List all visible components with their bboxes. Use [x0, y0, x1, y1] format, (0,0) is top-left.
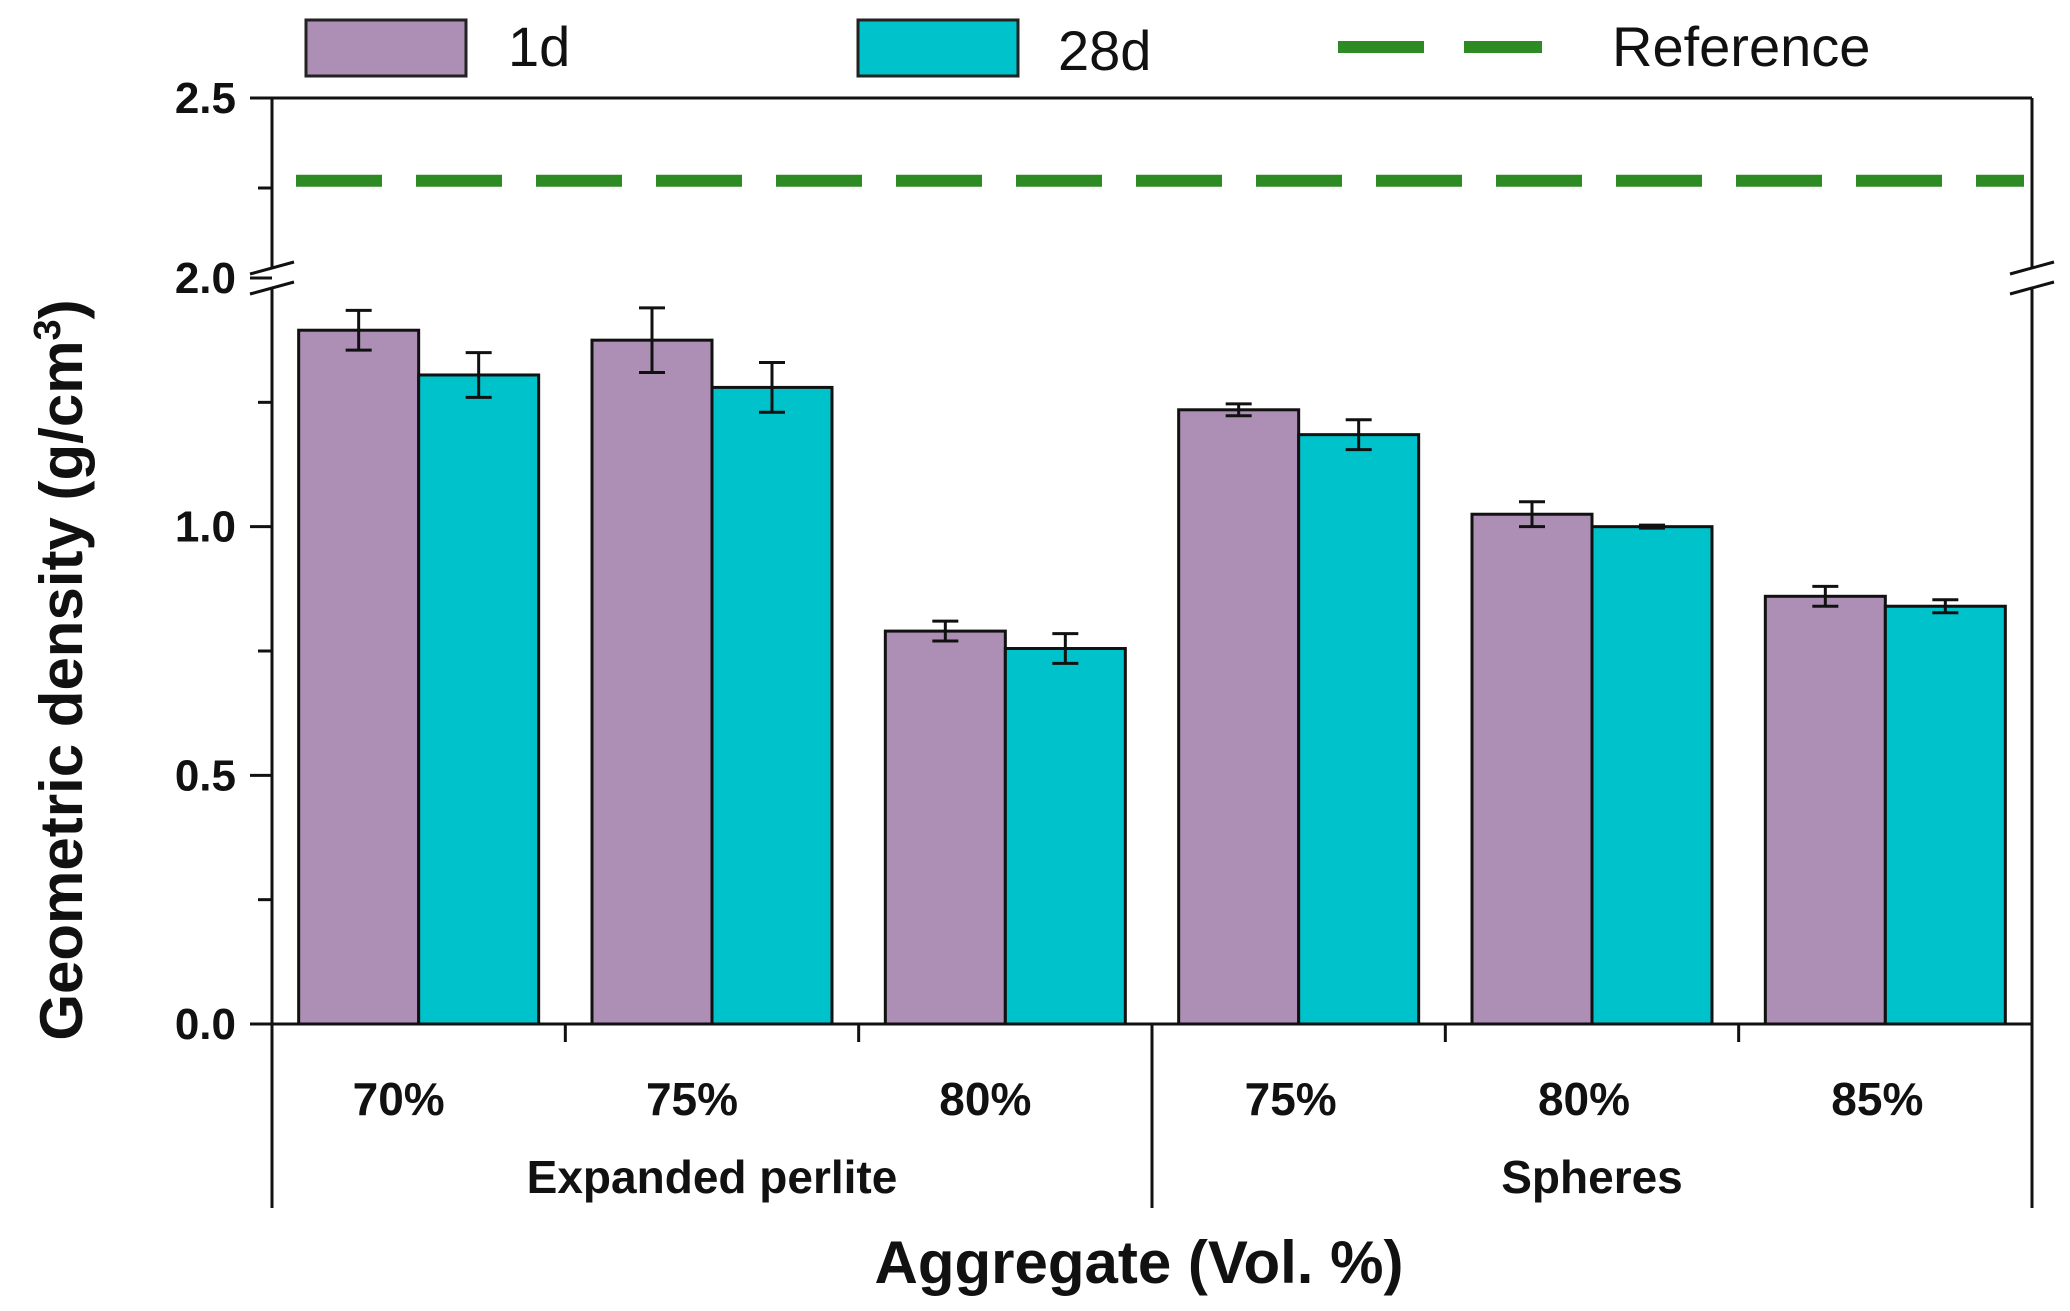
bar-28d-5 [1883, 604, 2007, 1026]
legend-swatch-28d [856, 18, 1020, 78]
error-bars [345, 306, 1959, 665]
x-group-labels: Expanded perlite Spheres [527, 1151, 1683, 1203]
bar-28d-1 [710, 385, 834, 1026]
y-axis-title: Geometric density (g/cm3) [27, 299, 95, 1040]
x-group-label: Expanded perlite [527, 1151, 898, 1203]
x-category-label: 75% [1245, 1073, 1337, 1125]
bar-1d-4 [1470, 512, 1594, 1026]
axes [249, 96, 2055, 1208]
bars [297, 328, 2007, 1026]
x-category-label: 80% [1538, 1073, 1630, 1125]
bar-28d-2 [1003, 647, 1127, 1026]
axis-break-mark [2009, 280, 2055, 296]
bar-28d-3 [1297, 433, 1421, 1026]
x-group-label: Spheres [1501, 1151, 1683, 1203]
legend-label-reference: Reference [1612, 15, 1870, 78]
axis-break-mark [2009, 260, 2055, 276]
y-tick-label: 1.0 [175, 503, 236, 552]
bar-1d-1 [590, 338, 714, 1026]
y-axis-title-main: Geometric density (g/cm [28, 340, 95, 1040]
bar-1d-2 [883, 629, 1007, 1026]
legend-label-1d: 1d [508, 15, 570, 78]
x-category-label: 85% [1831, 1073, 1923, 1125]
x-category-label: 80% [939, 1073, 1031, 1125]
axis-break-mark [249, 260, 295, 276]
legend: 1d 28d Reference [304, 15, 1870, 82]
axis-break-mark [249, 280, 295, 296]
y-tick-label: 0.0 [175, 1000, 236, 1049]
x-category-labels: 70% 75% 80% 75% 80% 85% [353, 1073, 1924, 1125]
x-axis-title: Aggregate (Vol. %) [875, 1229, 1404, 1296]
legend-label-28d: 28d [1058, 19, 1151, 82]
y-axis-title-sup: 3 [27, 319, 69, 340]
bar-1d-0 [297, 328, 421, 1026]
bar-1d-3 [1177, 408, 1301, 1026]
y-tick-label: 2.0 [175, 254, 236, 303]
y-tick-label: 2.5 [175, 74, 236, 123]
bar-1d-5 [1763, 594, 1887, 1026]
bar-28d-4 [1590, 525, 1714, 1026]
x-category-label: 75% [646, 1073, 738, 1125]
y-axis-title-close: ) [28, 299, 95, 319]
y-tick-labels: 0.0 0.5 1.0 2.0 2.5 [175, 74, 236, 1049]
x-category-label: 70% [353, 1073, 445, 1125]
legend-swatch-1d [304, 18, 468, 78]
y-tick-label: 0.5 [175, 751, 236, 800]
bar-28d-0 [417, 373, 541, 1026]
